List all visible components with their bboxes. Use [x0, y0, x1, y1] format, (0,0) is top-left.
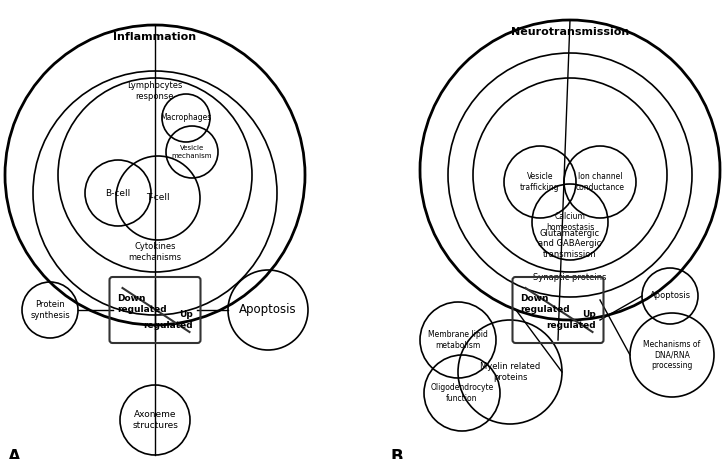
Text: Down
regulated: Down regulated: [117, 294, 167, 313]
Text: Protein
synthesis: Protein synthesis: [30, 300, 70, 320]
Text: Axoneme
structures: Axoneme structures: [132, 410, 178, 430]
Text: Macrophages: Macrophages: [161, 113, 211, 123]
Text: Lymphocytes
response: Lymphocytes response: [127, 81, 182, 101]
Text: Up
regulated: Up regulated: [546, 310, 596, 330]
Text: Membrane lipid
metabolism: Membrane lipid metabolism: [428, 330, 488, 350]
Text: Neurotransmission: Neurotransmission: [511, 27, 629, 37]
Text: Up
regulated: Up regulated: [143, 310, 193, 330]
Text: B: B: [390, 448, 403, 459]
Text: Vesicle
mechanism: Vesicle mechanism: [172, 146, 212, 158]
Text: Down
regulated: Down regulated: [521, 294, 570, 313]
Text: Ion channel
conductance: Ion channel conductance: [576, 172, 625, 192]
Text: T-cell: T-cell: [146, 194, 170, 202]
Text: Synaptic proteins: Synaptic proteins: [534, 273, 607, 281]
Text: Glutamatergic
and GABAergic
transmission: Glutamatergic and GABAergic transmission: [539, 229, 602, 259]
Text: Apoptosis: Apoptosis: [649, 291, 691, 301]
Text: Vesicle
trafficking: Vesicle trafficking: [521, 172, 560, 192]
Text: Mechanisms of
DNA/RNA
processing: Mechanisms of DNA/RNA processing: [644, 340, 701, 370]
Text: Apoptosis: Apoptosis: [239, 303, 297, 317]
Text: Cytokines
mechanisms: Cytokines mechanisms: [128, 242, 182, 262]
Text: Myelin related
proteins: Myelin related proteins: [480, 362, 540, 382]
Text: Inflammation: Inflammation: [114, 32, 196, 42]
Text: Calcium
homeostasis: Calcium homeostasis: [546, 213, 594, 232]
Text: A: A: [8, 448, 21, 459]
Text: Oligodendrocyte
function: Oligodendrocyte function: [430, 383, 494, 403]
Text: B-cell: B-cell: [106, 189, 130, 197]
